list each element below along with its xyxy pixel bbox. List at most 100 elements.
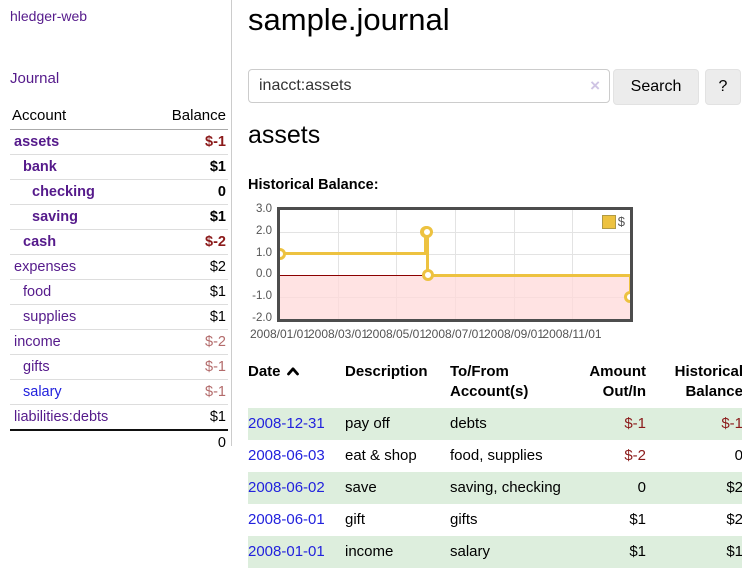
register-row: 2008-06-01 gift gifts $1 $2 bbox=[248, 504, 742, 536]
register-amount: $1 bbox=[629, 511, 646, 528]
account-link[interactable]: income bbox=[14, 334, 61, 350]
account-link[interactable]: salary bbox=[23, 384, 62, 400]
chart-y-tick-label: 2.0 bbox=[256, 225, 272, 237]
search-input[interactable] bbox=[248, 69, 610, 103]
register-description: pay off bbox=[345, 415, 390, 432]
register-date-link[interactable]: 2008-06-01 bbox=[248, 511, 325, 528]
register-row: 2008-12-31 pay off debts $-1 $-1 bbox=[248, 408, 742, 440]
account-link[interactable]: cash bbox=[23, 234, 57, 250]
accounts-header-balance: Balance bbox=[146, 104, 228, 130]
account-link[interactable]: expenses bbox=[14, 259, 77, 275]
account-link[interactable]: bank bbox=[23, 159, 57, 175]
chart-gridline-vertical bbox=[514, 210, 515, 319]
account-row: income $-2 bbox=[10, 329, 228, 355]
account-name-cell: expenses bbox=[10, 254, 147, 280]
chart-gridline-horizontal bbox=[280, 254, 630, 255]
account-link[interactable]: food bbox=[23, 284, 52, 300]
register-date-link[interactable]: 2008-12-31 bbox=[248, 415, 325, 432]
chart-gridline-vertical bbox=[455, 210, 456, 319]
chart-gridline-vertical bbox=[338, 210, 339, 319]
chart-gridline-vertical bbox=[396, 210, 397, 319]
register-header-row: Date Description To/From Account(s) Amount … bbox=[248, 360, 742, 408]
account-balance: $-2 bbox=[146, 329, 228, 355]
account-name-cell: liabilities:debts bbox=[10, 404, 147, 430]
chart-negative-region bbox=[280, 275, 630, 319]
account-link[interactable]: supplies bbox=[23, 309, 77, 325]
account-balance: $-1 bbox=[205, 134, 226, 150]
chart-gridline-horizontal bbox=[280, 232, 630, 233]
legend-label: $ bbox=[617, 214, 625, 229]
account-name-cell: gifts bbox=[10, 354, 147, 380]
register-row: 2008-06-02 save saving, checking 0 $2 bbox=[248, 472, 742, 504]
accounts-total-spacer bbox=[10, 429, 147, 455]
register-tbody: 2008-12-31 pay off debts $-1 $-1 2008-06-03 ea… bbox=[248, 408, 742, 568]
account-balance: $-2 bbox=[146, 229, 228, 255]
register-description: eat & shop bbox=[345, 447, 417, 464]
account-balance: $1 bbox=[146, 304, 228, 330]
account-name-cell: bank bbox=[10, 154, 147, 180]
account-name-cell: assets bbox=[10, 130, 147, 155]
chart-x-tick-label: 2008/01/01 bbox=[249, 327, 311, 341]
account-link[interactable]: saving bbox=[32, 209, 78, 225]
account-row: expenses $2 bbox=[10, 254, 228, 280]
register-header-date[interactable]: Date bbox=[248, 360, 345, 408]
register-date-link[interactable]: 2008-01-01 bbox=[248, 543, 325, 560]
account-balance: $2 bbox=[146, 254, 228, 280]
account-name-cell: income bbox=[10, 329, 147, 355]
legend-swatch-icon bbox=[601, 214, 616, 229]
chart-x-tick-label: 2008/03/01 bbox=[307, 327, 369, 341]
account-name-cell: food bbox=[10, 279, 147, 305]
account-link[interactable]: assets bbox=[14, 134, 60, 150]
account-row: salary $-1 bbox=[10, 379, 228, 405]
account-balance: $-1 bbox=[146, 354, 228, 380]
register-header-amount: Amount Out/In bbox=[589, 363, 646, 400]
register-date-link[interactable]: 2008-06-02 bbox=[248, 479, 325, 496]
accounts-header-row: Account Balance bbox=[10, 104, 228, 130]
register-row: 2008-06-03 eat & shop food, supplies $-2 0 bbox=[248, 440, 742, 472]
register-table: Date Description To/From Account(s) Amount … bbox=[248, 360, 742, 568]
account-name-cell: checking bbox=[10, 179, 147, 205]
chart-point bbox=[280, 247, 286, 260]
register-balance: $-1 bbox=[721, 415, 742, 432]
account-name-cell: supplies bbox=[10, 304, 147, 330]
register-balance: 0 bbox=[734, 447, 742, 464]
account-row: bank $1 bbox=[10, 154, 228, 180]
register-amount: $-1 bbox=[624, 415, 646, 432]
register-row: 2008-01-01 income salary $1 $1 bbox=[248, 536, 742, 568]
account-name-cell: cash bbox=[10, 229, 147, 255]
search-button[interactable]: Search bbox=[613, 69, 699, 105]
chart-x-tick-label: 2008/09/01 bbox=[483, 327, 545, 341]
register-date-cell: 2008-06-02 bbox=[248, 472, 345, 504]
clear-search-icon[interactable]: × bbox=[590, 76, 600, 95]
register-description: gift bbox=[345, 511, 366, 528]
chart-title: Historical Balance: bbox=[248, 177, 379, 193]
sidebar: hledger-web Journal Account Balance asse… bbox=[0, 0, 232, 455]
register-header-accounts: To/From Account(s) bbox=[450, 363, 529, 400]
account-row: gifts $-1 bbox=[10, 354, 228, 380]
register-amount: $1 bbox=[629, 543, 646, 560]
account-link[interactable]: gifts bbox=[23, 359, 50, 375]
help-button[interactable]: ? bbox=[705, 69, 741, 105]
accounts-tbody: assets $-1 bank $1 checking 0 saving $1 cash $-2 e… bbox=[10, 130, 228, 430]
register-accounts: salary bbox=[450, 543, 491, 560]
chart-line-segment bbox=[427, 273, 630, 277]
register-header-description: Description bbox=[345, 363, 428, 380]
account-link[interactable]: liabilities:debts bbox=[14, 409, 109, 425]
brand-link[interactable]: hledger-web bbox=[10, 8, 88, 24]
chart-line-segment bbox=[628, 275, 630, 298]
chart-gridline-vertical bbox=[572, 210, 573, 319]
register-date-link[interactable]: 2008-06-03 bbox=[248, 447, 325, 464]
sidebar-item-journal[interactable]: Journal bbox=[10, 70, 60, 87]
account-name-cell: saving bbox=[10, 204, 147, 230]
register-amount: $-2 bbox=[624, 447, 646, 464]
account-row: saving $1 bbox=[10, 204, 228, 230]
chart-x-tick-label: 2008/07/01 bbox=[424, 327, 486, 341]
account-balance: $1 bbox=[146, 154, 228, 180]
account-link[interactable]: checking bbox=[32, 184, 95, 200]
chart-line-segment bbox=[426, 231, 430, 276]
chart-y-tick-label: -1.0 bbox=[252, 290, 272, 302]
chart-y-tick-label: -2.0 bbox=[252, 312, 272, 324]
account-balance: $1 bbox=[146, 279, 228, 305]
register-date-cell: 2008-01-01 bbox=[248, 536, 345, 568]
